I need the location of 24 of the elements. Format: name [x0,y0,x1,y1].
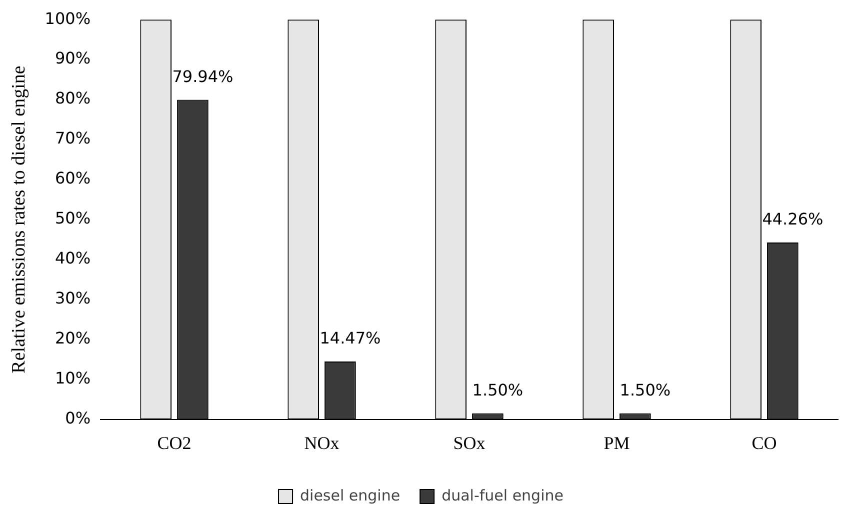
y-tick-label: 60% [54,168,91,188]
y-axis-title: Relative emissions rates to diesel engine [8,66,30,374]
y-tick-label: 50% [54,208,91,228]
y-tick-label: 90% [54,48,91,68]
x-tick-label: CO2 [157,432,192,453]
data-label: 44.26% [762,210,824,229]
y-tick-label: 30% [54,288,91,308]
y-tick-label: 80% [54,88,91,108]
legend-label: diesel engine [300,486,400,504]
data-label: 1.50% [472,380,524,400]
y-tick-label: 100% [44,8,91,28]
x-tick-label: CO [752,432,777,453]
data-label: 1.50% [620,380,671,400]
x-tick-label: NOx [304,432,340,453]
x-tick-label: PM [604,432,630,453]
y-tick-label: 70% [54,128,91,148]
data-label: 14.47% [320,328,381,348]
x-tick-label: SOx [453,432,486,453]
legend-label: dual-fuel engine [442,486,564,504]
y-tick-label: 20% [54,328,91,348]
y-tick-label: 10% [54,368,91,388]
y-tick-label: 0% [65,408,91,428]
data-label: 79.94% [172,66,234,86]
y-tick-label: 40% [54,248,91,268]
